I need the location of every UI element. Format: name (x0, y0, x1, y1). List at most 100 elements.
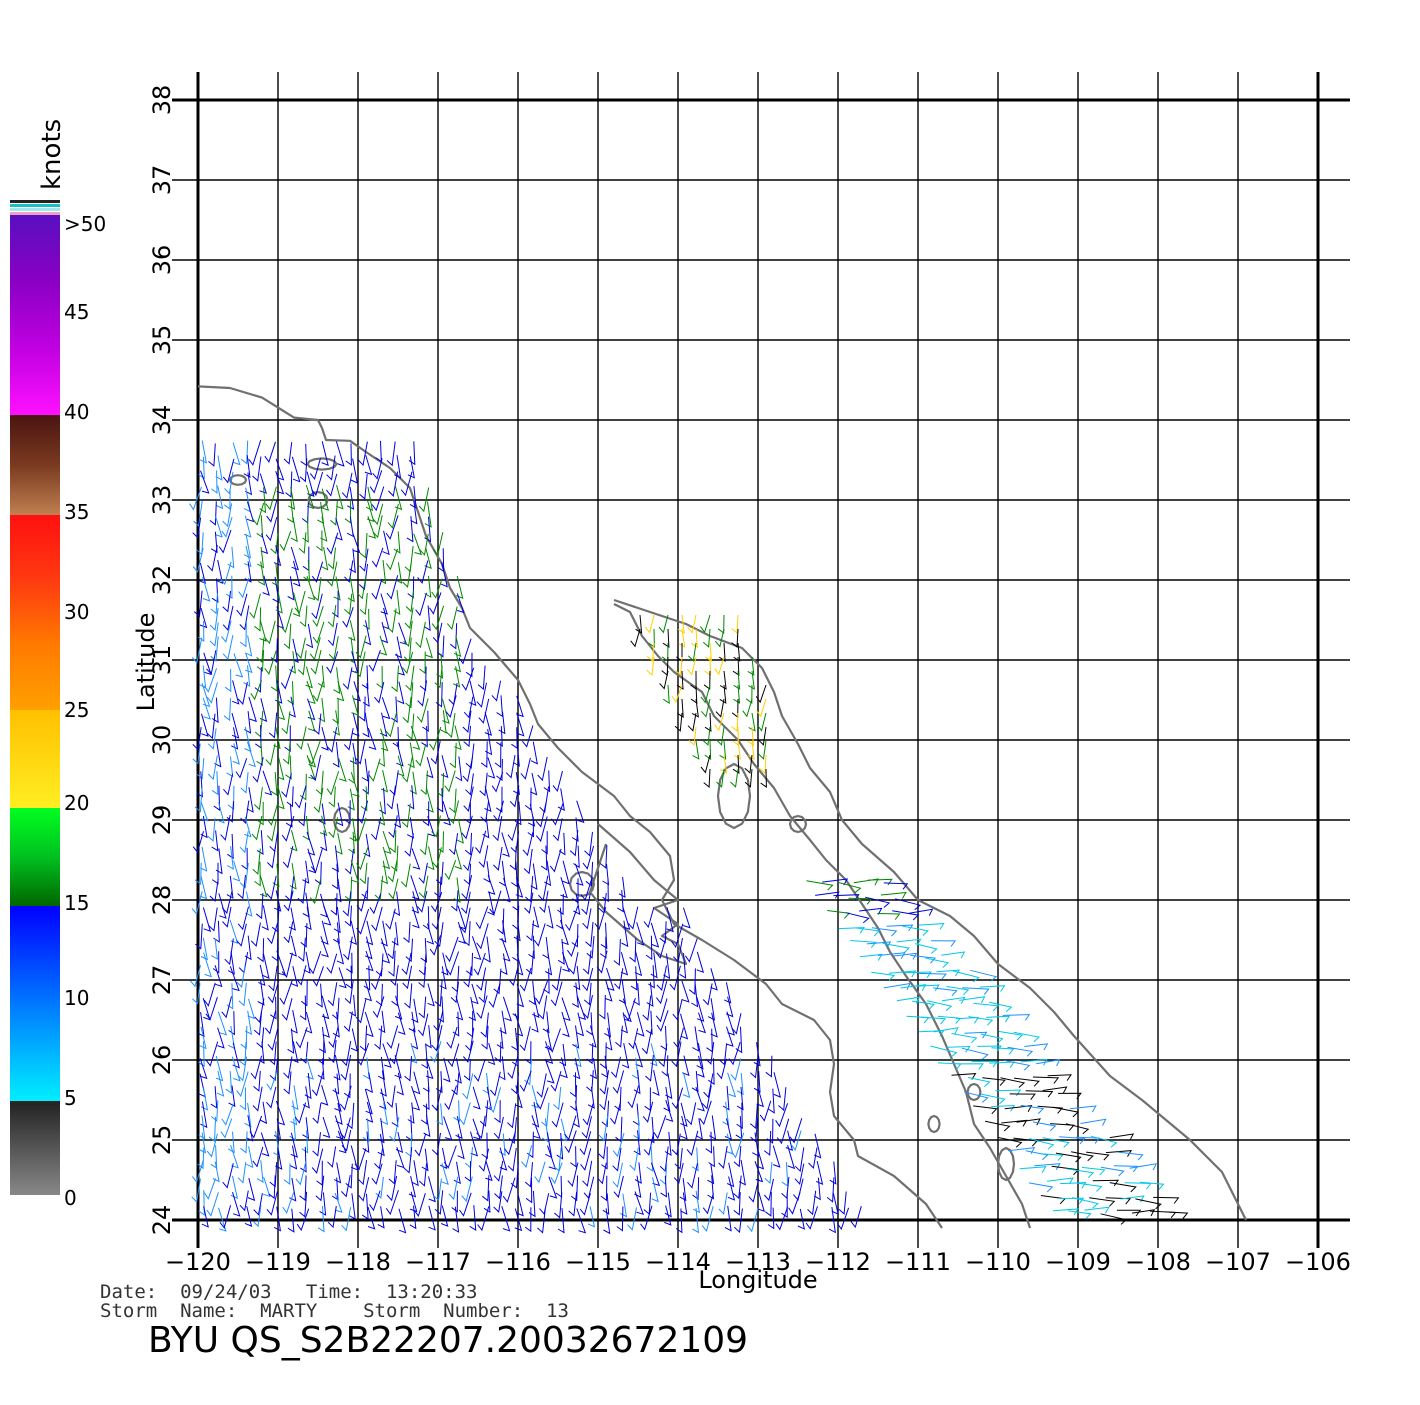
wind-barb (224, 471, 234, 495)
wind-barb (376, 666, 383, 689)
wind-barb (436, 1103, 444, 1126)
wind-barb (469, 1205, 477, 1231)
wind-barb (525, 875, 534, 903)
wind-barb (192, 727, 202, 751)
wind-barb (691, 982, 699, 1008)
wind-barb (405, 590, 414, 613)
wind-barb (283, 623, 292, 650)
wind-barb (368, 649, 381, 672)
wind-barb (333, 906, 341, 934)
wind-barb (215, 848, 223, 875)
wind-barb (214, 965, 223, 988)
wind-barb (281, 773, 292, 798)
wind-barb (971, 1060, 999, 1068)
wind-barb (599, 1070, 610, 1095)
wind-barb (422, 1086, 430, 1111)
wind-barb (496, 1027, 504, 1050)
wind-barb (229, 966, 240, 992)
wind-barb (781, 1162, 789, 1187)
wind-barb (403, 637, 412, 663)
wind-barb (299, 1175, 307, 1202)
wind-barb (427, 816, 436, 837)
wind-barb (362, 712, 370, 738)
wind-barb (192, 743, 201, 765)
wind-barb (461, 891, 471, 915)
wind-barb (598, 994, 606, 1020)
wind-barb (893, 952, 918, 960)
wind-barb (239, 831, 249, 854)
wind-barb (393, 891, 401, 917)
wind-barb (321, 920, 329, 945)
wind-barb (539, 786, 550, 814)
wind-barb (671, 1133, 681, 1156)
wind-barb (287, 681, 294, 706)
wind-barb (456, 593, 465, 614)
wind-barb (365, 1072, 373, 1094)
wind-barb (514, 1208, 523, 1232)
wind-barb (571, 982, 579, 1009)
wind-barb (350, 458, 358, 484)
wind-barb (698, 1012, 706, 1034)
wind-barb (396, 653, 406, 676)
wind-barb (221, 516, 233, 538)
wind-barb (455, 995, 464, 1021)
wind-barb (219, 1205, 232, 1229)
wind-barb (497, 908, 505, 935)
wind-barb (223, 698, 231, 722)
wind-barb (193, 500, 203, 528)
wind-barb (570, 1085, 577, 1112)
wind-barb (865, 896, 891, 908)
wind-barb (584, 831, 593, 857)
wind-barb (621, 920, 629, 948)
legend-segment-15-20 (10, 808, 60, 906)
wind-barb (271, 906, 280, 933)
wind-barb (356, 847, 369, 871)
wind-barb (210, 593, 218, 615)
wind-barb (1059, 1136, 1086, 1145)
wind-barb (714, 712, 725, 732)
wind-barb (377, 801, 386, 826)
longitude-tick: −116 (485, 1248, 551, 1276)
wind-barb (380, 769, 389, 793)
wind-barb (391, 665, 399, 693)
wind-barb (550, 1162, 563, 1185)
wind-barb (730, 1058, 742, 1081)
wind-barb (377, 1056, 385, 1081)
wind-barb (316, 530, 323, 552)
wind-barb (417, 1013, 429, 1037)
wind-barb (726, 1162, 735, 1188)
wind-barb (222, 1163, 234, 1189)
wind-barb (371, 486, 385, 512)
wind-barb (374, 876, 384, 901)
wind-barb (328, 1026, 339, 1049)
wind-barb (240, 800, 250, 825)
wind-barb (279, 531, 292, 552)
legend-stripe (10, 200, 60, 203)
wind-barb (289, 863, 297, 890)
wind-barb (656, 980, 668, 1005)
wind-barb (768, 1088, 775, 1114)
wind-barb (537, 995, 548, 1020)
wind-barb (327, 622, 338, 647)
wind-barb (352, 713, 360, 737)
wind-barb (190, 965, 201, 988)
wind-barb (669, 965, 681, 991)
wind-barb (394, 636, 403, 659)
wind-barb (979, 985, 1006, 992)
wind-barb (208, 1116, 217, 1143)
wind-barb (236, 593, 248, 617)
longitude-tick: −110 (965, 1248, 1031, 1276)
wind-barb (806, 880, 834, 891)
wind-barb (615, 1025, 623, 1048)
wind-barb (439, 710, 447, 734)
wind-barb (646, 642, 655, 662)
wind-barb (361, 758, 369, 782)
wind-barb (266, 818, 277, 842)
wind-barb (244, 515, 252, 538)
wind-barb (227, 833, 234, 860)
wind-barb (418, 966, 427, 989)
wind-barb (527, 803, 536, 827)
wind-barb (763, 1130, 772, 1156)
wind-barb (463, 696, 474, 719)
wind-barb (612, 1147, 622, 1172)
